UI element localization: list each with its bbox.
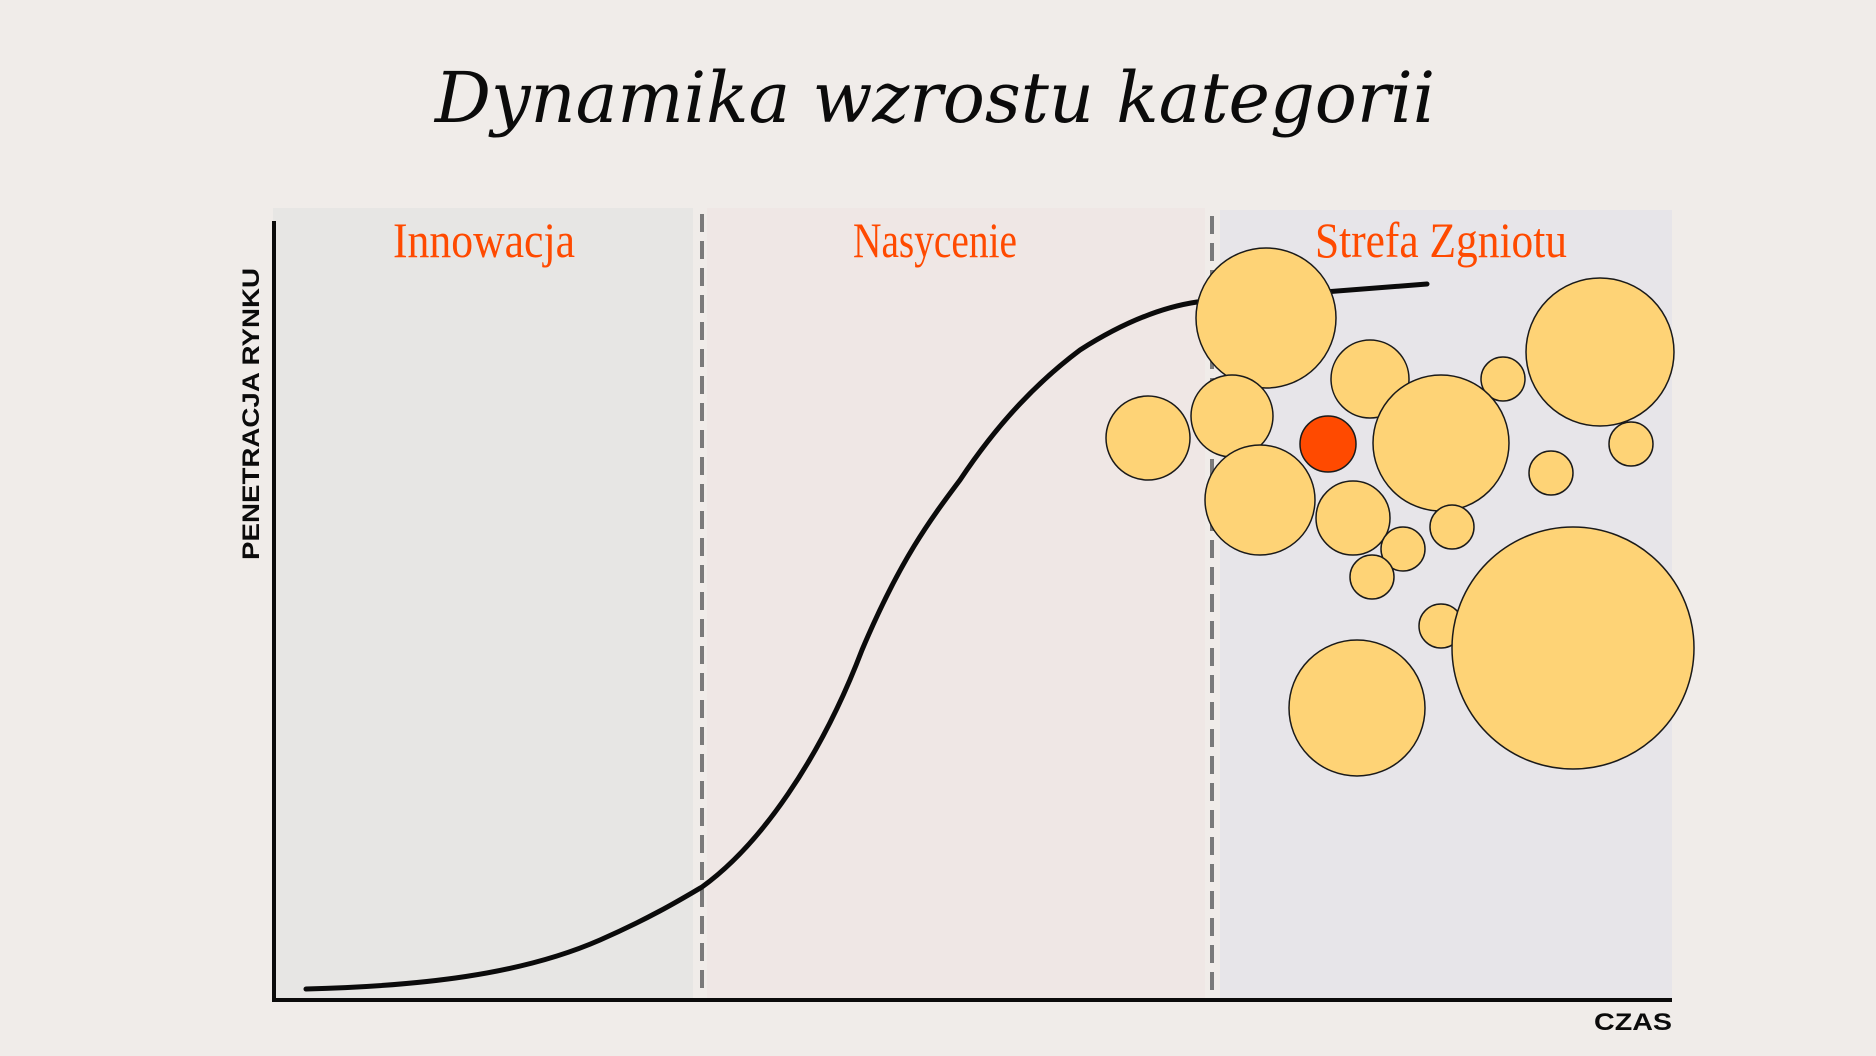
x-axis-label: CZAS: [1594, 1009, 1672, 1036]
competitor-bubbles: [1105, 247, 1695, 777]
bubble: [1451, 526, 1695, 770]
y-axis-label: PENETRACJA RYNKU: [238, 268, 265, 560]
bubble: [1315, 480, 1391, 556]
bubble: [1608, 421, 1654, 467]
phase-dividers: [700, 214, 1214, 997]
phase-panel-innovation: [273, 208, 693, 998]
bubble: [1349, 554, 1395, 600]
axes: [272, 221, 1672, 1002]
bubble: [1288, 639, 1426, 777]
adoption-s-curve: [303, 281, 1430, 992]
phase-label-crush-zone: Strefa Zgniotu: [1315, 212, 1567, 268]
bubble: [1480, 356, 1526, 402]
phase-label-innovation: Innowacja: [393, 212, 575, 268]
bubble: [1195, 247, 1337, 389]
bubble: [1429, 504, 1475, 550]
phase-label-saturation: Nasycenie: [853, 212, 1017, 268]
bubble: [1380, 526, 1426, 572]
bubble: [1105, 395, 1191, 481]
bubble: [1528, 450, 1574, 496]
bubble: [1372, 374, 1510, 512]
bubble: [1204, 444, 1316, 556]
highlighted-bubble: [1299, 415, 1357, 473]
bubble: [1525, 277, 1675, 427]
page-title: Dynamika wzrostu kategorii: [433, 57, 1435, 139]
phase-panel-saturation: [707, 208, 1205, 998]
